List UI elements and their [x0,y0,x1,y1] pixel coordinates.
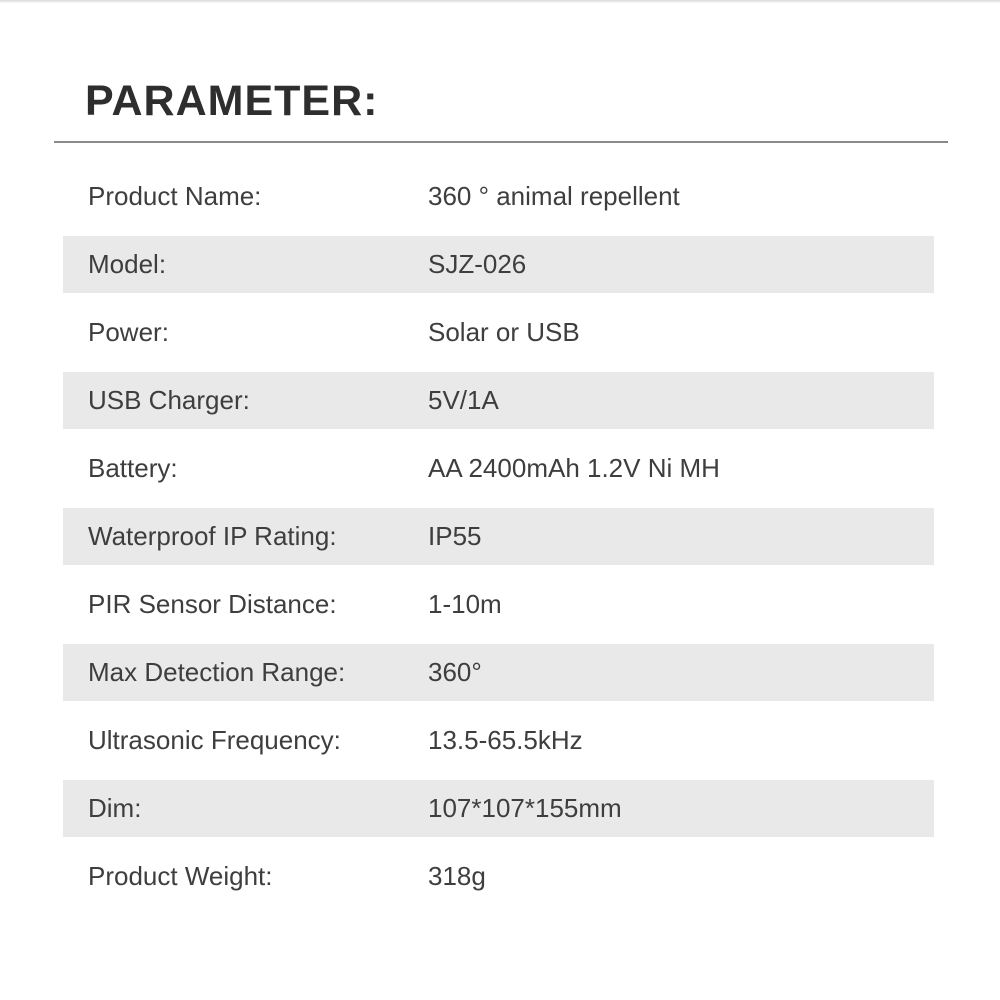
spec-value: IP55 [428,520,482,551]
spec-row: Max Detection Range: 360° [63,643,934,701]
spec-value: SJZ-026 [428,248,527,279]
spec-label: USB Charger: [88,384,250,415]
spec-row: PIR Sensor Distance: 1-10m [63,576,934,633]
spec-row: Model: SJZ-026 [63,235,934,293]
top-edge-line [0,0,1000,3]
spec-value: 13.5-65.5kHz [428,724,583,755]
spec-row: Dim: 107*107*155mm [63,779,934,837]
spec-label: Max Detection Range: [88,656,346,687]
spec-row: Power: Solar or USB [63,304,934,361]
spec-value: Solar or USB [428,316,580,347]
spec-value: 5V/1A [428,384,499,415]
spec-row: USB Charger: 5V/1A [63,371,934,429]
spec-label: Battery: [88,452,178,483]
spec-label: Ultrasonic Frequency: [88,724,341,755]
spec-table: Product Name: 360 ° animal repellent Model… [63,162,934,910]
spec-value: 318g [428,860,486,891]
spec-label: Product Name: [88,180,262,211]
spec-value: AA 2400mAh 1.2V Ni MH [428,452,720,483]
spec-value: 1-10m [428,588,502,619]
spec-label: PIR Sensor Distance: [88,588,337,619]
spec-label: Waterproof IP Rating: [88,520,337,551]
spec-row: Ultrasonic Frequency: 13.5-65.5kHz [63,712,934,769]
spec-label: Model: [88,248,167,279]
spec-row: Battery: AA 2400mAh 1.2V Ni MH [63,440,934,497]
spec-row: Product Weight: 318g [63,848,934,905]
spec-value: 107*107*155mm [428,792,622,823]
spec-value: 360° [428,656,482,687]
spec-row: Product Name: 360 ° animal repellent [63,168,934,225]
spec-label: Dim: [88,792,142,823]
spec-label: Product Weight: [88,860,273,891]
spec-row: Waterproof IP Rating: IP55 [63,507,934,565]
title-divider [54,141,948,143]
page-title: PARAMETER: [85,77,379,125]
spec-value: 360 ° animal repellent [428,180,680,211]
spec-label: Power: [88,316,169,347]
